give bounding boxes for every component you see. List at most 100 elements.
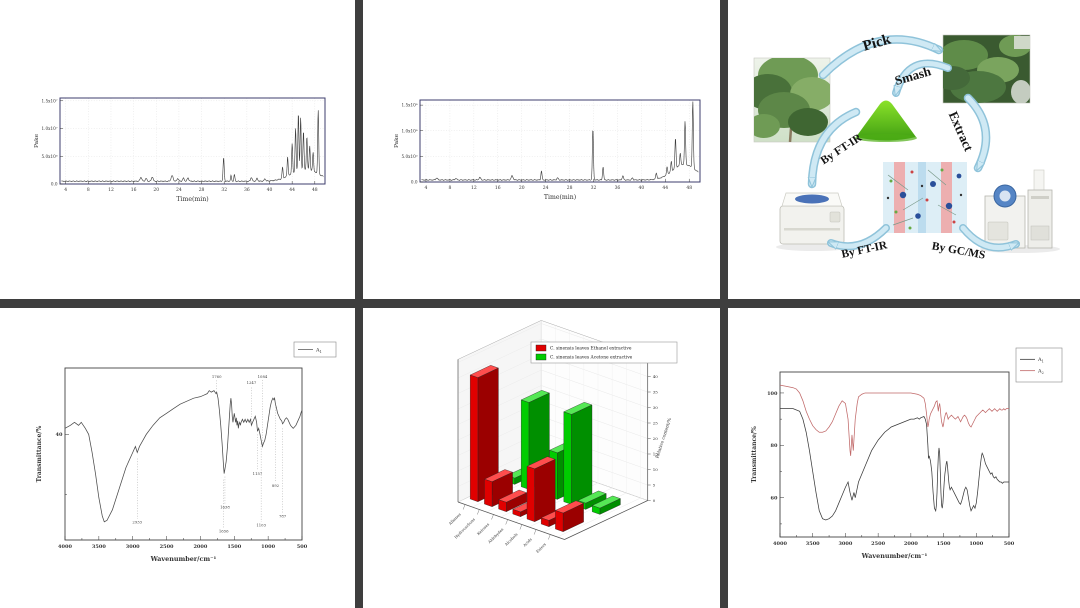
svg-text:500: 500 [1004, 541, 1015, 547]
svg-text:Transmittance/%: Transmittance/% [36, 425, 43, 482]
svg-text:48: 48 [686, 185, 692, 191]
svg-text:1103: 1103 [256, 522, 266, 527]
workflow-arrows [812, 35, 1016, 252]
svg-text:12: 12 [108, 187, 114, 193]
svg-text:4: 4 [425, 185, 428, 191]
svg-text:4: 4 [64, 187, 67, 193]
gc-chromatogram-acetone: 4 8 12 16 20 24 28 32 36 40 44 481.5x10⁶1.0x10⁶5.0x… [394, 99, 701, 201]
svg-text:5.0x10⁵: 5.0x10⁵ [401, 154, 417, 159]
svg-text:3000: 3000 [838, 541, 852, 547]
svg-text:80: 80 [771, 443, 778, 449]
trace [61, 110, 324, 183]
svg-text:1.5x10⁷: 1.5x10⁷ [41, 98, 57, 103]
molecules-illustration [883, 162, 967, 233]
svg-text:1.0x10⁶: 1.0x10⁶ [401, 128, 417, 133]
ftir-spectrum-a1: 4000 3500 3000 2500 2000 1500 1000 500 40 Wavenum… [36, 341, 337, 563]
svg-text:1084: 1084 [258, 374, 268, 379]
curve-A1 [64, 390, 303, 523]
arrow-extract [963, 93, 991, 173]
relative-content-bar3d-chart: 051015202530354045Relative content/%Alka… [447, 320, 678, 554]
panel-ftir-a1a2: 4000 3500 3000 2500 2000 1500 1000 500 100 80 60 Wa… [728, 308, 1080, 608]
svg-text:Time(min): Time(min) [176, 196, 208, 203]
svg-text:1500: 1500 [227, 544, 241, 550]
svg-text:Time(min): Time(min) [544, 194, 576, 201]
svg-text:Wavenumber/cm⁻¹: Wavenumber/cm⁻¹ [150, 555, 217, 563]
svg-text:15: 15 [653, 452, 659, 457]
curve-A1 [780, 408, 1009, 521]
svg-text:A1: A1 [315, 347, 322, 354]
svg-text:20: 20 [519, 185, 525, 191]
svg-text:Acids: Acids [521, 537, 533, 549]
svg-text:1.0x10⁷: 1.0x10⁷ [41, 126, 57, 131]
arrow-smash [892, 59, 952, 93]
panel-bar3d: 051015202530354045Relative content/%Alka… [363, 308, 720, 608]
svg-text:4000: 4000 [58, 544, 72, 550]
curve-A2 [779, 384, 1009, 456]
arrow-pick [818, 35, 944, 80]
svg-text:28: 28 [199, 187, 205, 193]
svg-text:A2: A2 [1037, 368, 1044, 375]
svg-text:2500: 2500 [871, 541, 885, 547]
svg-text:1157: 1157 [253, 471, 263, 476]
svg-text:36: 36 [244, 187, 250, 193]
workflow-step-extract: Extract [946, 109, 977, 154]
arrow-by-ftir-bottom [831, 224, 890, 251]
legend-box [293, 341, 337, 358]
svg-text:24: 24 [176, 187, 182, 193]
workflow-diagram: Pick Smash Extract By FT-IR By FT-IR By … [753, 31, 1060, 262]
tree-photo [753, 57, 831, 143]
panel-chromatogram-acetone: 4 8 12 16 20 24 28 32 36 40 44 48 1.5x10⁶ 1.0x10⁶ 5.0x… [363, 0, 720, 299]
svg-text:2500: 2500 [160, 544, 174, 550]
divider-horizontal [0, 299, 1080, 308]
svg-text:25: 25 [653, 421, 659, 426]
svg-text:5.0x10⁶: 5.0x10⁶ [41, 154, 57, 159]
panel-ftir-a1: 4000 3500 3000 2500 2000 1500 1000 500 40 Wavenum… [0, 308, 355, 608]
ftir-a1a2-plot: 4000 3500 3000 2500 2000 1500 1000 500 100 80 60 Wa… [751, 347, 1063, 560]
svg-text:Ketones: Ketones [476, 522, 490, 536]
svg-text:10: 10 [653, 467, 659, 472]
svg-text:30: 30 [653, 405, 659, 410]
svg-text:12: 12 [471, 185, 477, 191]
svg-text:35: 35 [653, 390, 659, 395]
svg-text:40: 40 [56, 432, 63, 438]
svg-text:787: 787 [279, 513, 287, 518]
svg-text:2000: 2000 [904, 541, 918, 547]
trace [421, 101, 699, 181]
ftir-spectra-a1-a2: 4000 3500 3000 2500 2000 1500 1000 500 100 80 60 Wa… [751, 347, 1063, 560]
svg-text:32: 32 [221, 187, 227, 193]
svg-text:Transmittance/%: Transmittance/% [751, 426, 758, 483]
svg-text:Pake: Pake [34, 133, 40, 148]
svg-text:60: 60 [771, 496, 778, 502]
svg-text:500: 500 [297, 544, 308, 550]
svg-text:2933: 2933 [132, 519, 142, 524]
svg-text:Wavenumber/cm⁻¹: Wavenumber/cm⁻¹ [861, 552, 928, 560]
legend-box [1015, 347, 1063, 383]
svg-text:48: 48 [312, 187, 318, 193]
svg-text:24: 24 [543, 185, 549, 191]
green-powder-pile [855, 100, 917, 142]
svg-text:40: 40 [653, 374, 659, 379]
svg-text:20: 20 [653, 436, 659, 441]
svg-text:3500: 3500 [806, 541, 820, 547]
svg-text:44: 44 [289, 187, 295, 193]
svg-text:40: 40 [639, 185, 645, 191]
svg-text:32: 32 [591, 185, 597, 191]
svg-text:1500: 1500 [937, 541, 951, 547]
svg-text:28: 28 [567, 185, 573, 191]
svg-text:16: 16 [495, 185, 501, 191]
svg-text:3500: 3500 [92, 544, 106, 550]
svg-text:Esters: Esters [535, 542, 547, 554]
panel-workflow: Pick Smash Extract By FT-IR By FT-IR By … [728, 0, 1080, 299]
svg-text:Alcohols: Alcohols [503, 532, 519, 548]
workflow-step-pick: Pick [861, 31, 893, 54]
svg-text:A1: A1 [1037, 357, 1044, 364]
svg-text:0.0: 0.0 [51, 182, 58, 187]
svg-text:16: 16 [131, 187, 137, 193]
svg-text:0: 0 [653, 498, 656, 503]
svg-text:1.5x10⁶: 1.5x10⁶ [401, 103, 417, 108]
workflow-step-smash: Smash [893, 63, 933, 88]
svg-text:8: 8 [448, 185, 451, 191]
svg-text:2000: 2000 [193, 544, 207, 550]
svg-text:C. sinensis leaves Ethanol ex: C. sinensis leaves Ethanol extractive [550, 347, 632, 352]
